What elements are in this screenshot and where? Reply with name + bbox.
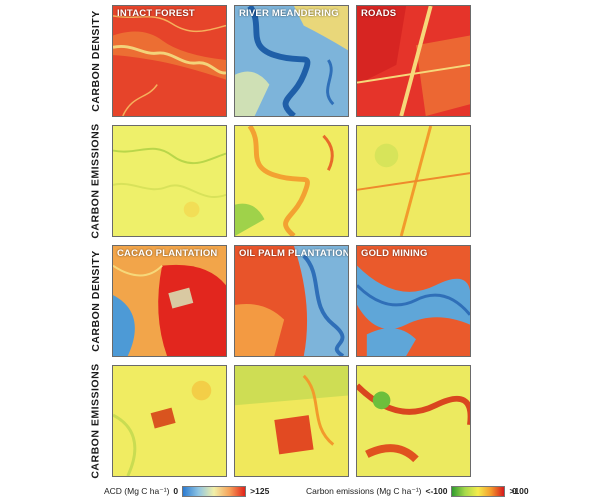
- scene-title: GOLD MINING: [361, 248, 428, 259]
- map-intact-forest-density: INTACT FOREST: [112, 5, 227, 117]
- map-oil-palm-plantation-emissions: [234, 365, 349, 477]
- scene-title: RIVER MEANDERING: [239, 8, 339, 19]
- emissions-legend-label: Carbon emissions (Mg C ha⁻¹): [306, 485, 422, 496]
- acd-legend: ACD (Mg C ha⁻¹) 0 >125: [104, 484, 269, 498]
- scene-title: OIL PALM PLANTATION: [239, 248, 349, 259]
- map-oil-palm-plantation-density: OIL PALM PLANTATION: [234, 245, 349, 357]
- map-river-meandering-emissions: [234, 125, 349, 237]
- map-cacao-plantation-density: CACAO PLANTATION: [112, 245, 227, 357]
- row-label-4: CARBON EMISSIONS: [90, 363, 102, 479]
- map-roads-density: ROADS: [356, 5, 471, 117]
- map-roads-emissions: [356, 125, 471, 237]
- emissions-color-bar: [451, 485, 506, 497]
- emissions-legend-mid: 0: [512, 486, 517, 496]
- map-gold-mining-emissions: [356, 365, 471, 477]
- emissions-legend-max: >100: [509, 486, 529, 496]
- emissions-legend: Carbon emissions (Mg C ha⁻¹) <-100 >100: [306, 484, 529, 498]
- map-river-meandering-density: RIVER MEANDERING: [234, 5, 349, 117]
- scene-title: INTACT FOREST: [117, 8, 195, 19]
- map-gold-mining-density: GOLD MINING: [356, 245, 471, 357]
- acd-legend-min: 0: [173, 486, 179, 496]
- row-label-3: CARBON DENSITY: [90, 250, 103, 352]
- emissions-legend-min: <-100: [425, 486, 448, 496]
- acd-color-bar: [182, 485, 247, 497]
- acd-legend-max: >125: [250, 486, 270, 496]
- row-label-2: CARBON EMISSIONS: [90, 123, 102, 239]
- map-intact-forest-emissions: [112, 125, 227, 237]
- scene-title: ROADS: [361, 8, 397, 19]
- scene-title: CACAO PLANTATION: [117, 248, 218, 259]
- row-label-1: CARBON DENSITY: [90, 10, 103, 112]
- acd-legend-label: ACD (Mg C ha⁻¹): [104, 485, 170, 496]
- map-cacao-plantation-emissions: [112, 365, 227, 477]
